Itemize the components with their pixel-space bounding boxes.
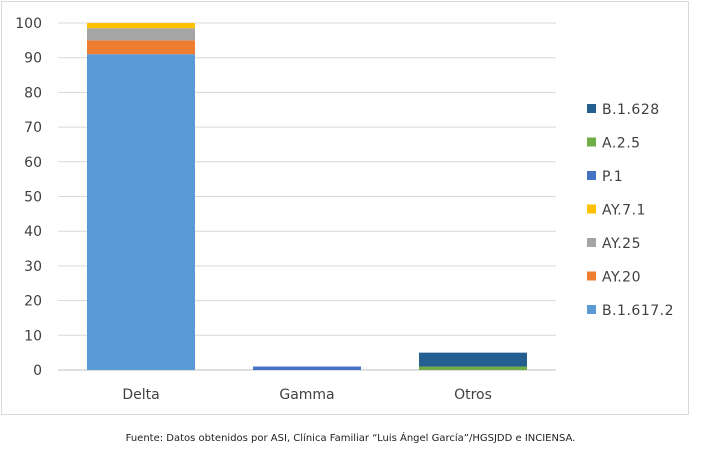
bar-segment-ay-7-1 bbox=[87, 23, 195, 29]
bar-segment-a-2-5 bbox=[419, 366, 527, 370]
legend-label: P.1 bbox=[602, 169, 623, 185]
legend-label: AY.7.1 bbox=[602, 203, 646, 219]
y-tick-label: 100 bbox=[15, 16, 42, 32]
legend-label: AY.25 bbox=[602, 236, 641, 252]
legend-swatch bbox=[587, 238, 596, 247]
y-tick-label: 90 bbox=[24, 51, 42, 67]
y-tick-label: 60 bbox=[24, 155, 42, 171]
legend-label: AY.20 bbox=[602, 270, 641, 286]
x-category-label: Otros bbox=[454, 387, 492, 403]
x-category-label: Delta bbox=[122, 387, 159, 403]
legend-swatch bbox=[587, 104, 596, 113]
y-tick-label: 10 bbox=[24, 328, 42, 344]
source-note: Fuente: Datos obtenidos por ASI, Clínica… bbox=[125, 433, 576, 444]
legend-swatch bbox=[587, 204, 596, 214]
y-tick-label: 50 bbox=[24, 190, 42, 206]
stacked-bar-chart: 0 10 20 30 40 50 60 70 80 90 100 Delta Gamma Otros B.1… bbox=[15, 16, 674, 403]
bar-segment-b-1-617-2 bbox=[87, 54, 195, 370]
legend-label: B.1.617.2 bbox=[602, 303, 674, 319]
y-tick-label: 40 bbox=[24, 224, 42, 240]
y-tick-label: 70 bbox=[24, 120, 42, 136]
legend-swatch bbox=[587, 137, 596, 147]
bar-segment-p-1 bbox=[253, 366, 361, 370]
legend-label: A.2.5 bbox=[602, 136, 641, 152]
legend-swatch bbox=[587, 171, 596, 180]
legend-swatch bbox=[587, 305, 596, 314]
legend-swatch bbox=[587, 271, 596, 281]
y-tick-label: 80 bbox=[24, 85, 42, 101]
bar-segment-ay-25 bbox=[87, 28, 195, 41]
y-tick-label: 30 bbox=[24, 259, 42, 275]
legend-label: B.1.628 bbox=[602, 102, 660, 118]
y-tick-label: 0 bbox=[33, 363, 42, 379]
bar-segment-ay-20 bbox=[87, 40, 195, 55]
x-category-label: Gamma bbox=[279, 387, 334, 403]
y-tick-label: 20 bbox=[24, 294, 42, 310]
bar-segment-b-1-628 bbox=[419, 352, 527, 367]
